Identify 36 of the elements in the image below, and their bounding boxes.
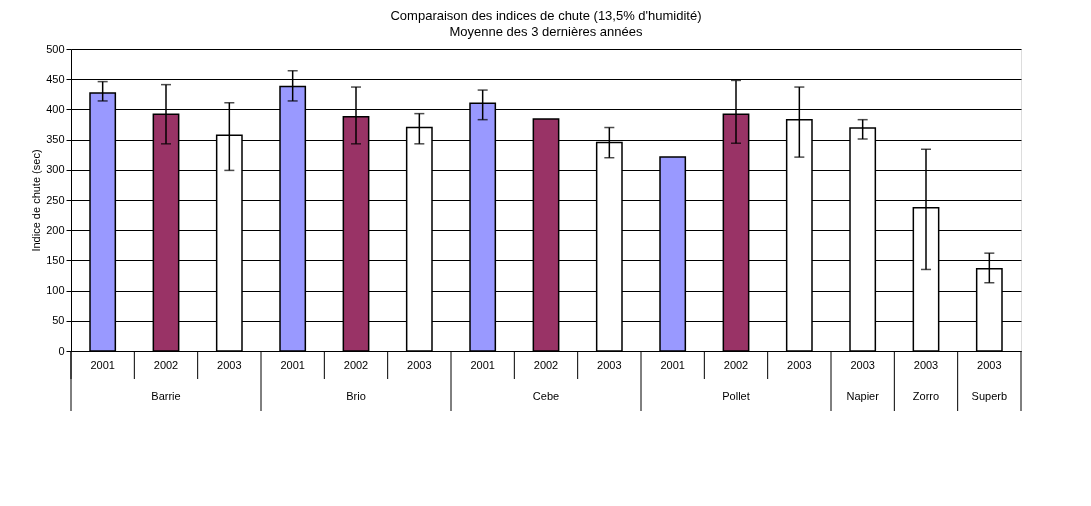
x-tick-label: 2002 [723,358,749,371]
text: Superb [971,390,1008,402]
text: Pollet [722,390,750,402]
y-tick-label: 0 [58,344,65,357]
text: Cebe [532,390,560,402]
y-axis-title: Indice de chute (sec) [30,149,43,252]
x-tick-label: 2001 [470,358,495,371]
y-tick-label: 200 [46,223,65,236]
x-tick-label: 2003 [850,358,875,371]
x-tick-label: 2001 [280,358,305,371]
y-tick-label: 450 [46,72,65,85]
text: Napier [846,390,880,402]
x-tick-label: 2003 [913,358,939,371]
x-tick-label: 2003 [977,358,1002,371]
x-tick-label: 2003 [407,358,432,371]
y-tick-label: 150 [46,253,65,266]
y-tick-label: 100 [46,284,65,297]
y-tick-label: 350 [46,133,65,146]
x-tick-label: 2002 [343,358,369,371]
y-tick-label: 250 [46,193,65,206]
text: Brio [346,390,366,402]
text: Barrie [151,390,181,402]
y-tick-label: 400 [46,102,65,115]
x-tick-label: 2003 [787,358,812,371]
y-tick-label: 300 [46,163,65,176]
x-tick-label: 2002 [153,358,179,371]
x-tick-label: 2001 [90,358,115,371]
x-tick-label: 2003 [217,358,242,371]
text: Zorro [912,390,940,402]
x-tick-label: 2001 [660,358,685,371]
y-tick-label: 500 [46,42,65,55]
x-tick-label: 2002 [533,358,559,371]
chart-title: Comparaison des indices de chute (13,5% d'humidité) [390,8,702,23]
y-tick-label: 50 [52,314,65,327]
x-tick-label: 2003 [597,358,622,371]
chart-subtitle: Moyenne des 3 dernières années [449,24,643,39]
